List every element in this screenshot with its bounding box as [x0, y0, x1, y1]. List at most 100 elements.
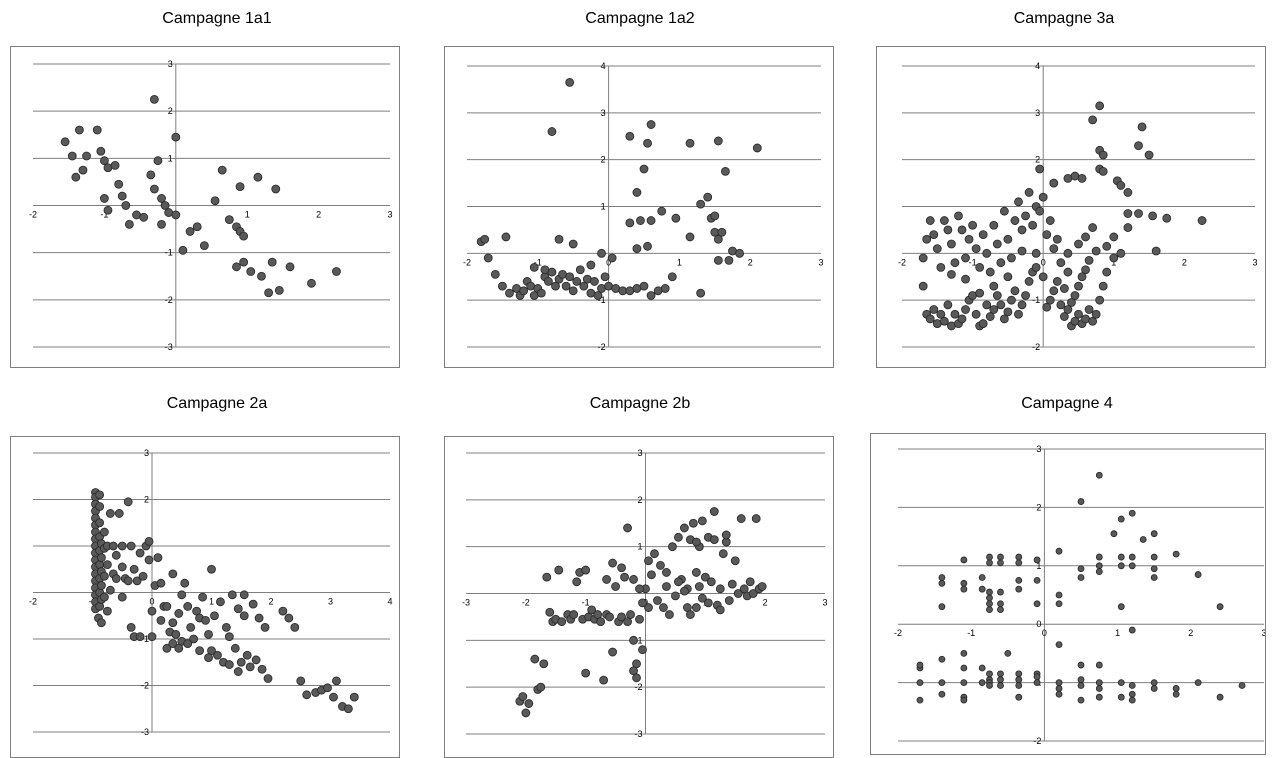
x-tick-label: -2 [898, 257, 906, 267]
data-point [1004, 308, 1012, 316]
data-point [1124, 224, 1132, 232]
data-point [1151, 531, 1157, 537]
data-point [96, 491, 104, 499]
y-tick-label: -2 [634, 682, 642, 692]
data-point [668, 543, 676, 551]
data-point [140, 213, 148, 221]
data-point [172, 630, 180, 638]
data-point [997, 301, 1005, 309]
data-point [917, 697, 923, 703]
data-point [1029, 221, 1037, 229]
x-tick-label: 3 [328, 597, 333, 607]
data-point [636, 615, 644, 623]
data-point [498, 282, 506, 290]
data-point [961, 580, 967, 586]
x-tick-label: 1 [677, 257, 682, 267]
x-tick-label: -2 [29, 210, 37, 220]
data-point [158, 220, 166, 228]
data-point [951, 259, 959, 267]
data-point [1111, 531, 1117, 537]
data-point [937, 263, 945, 271]
scatter-plot: -2-101234-3-2-1123 [11, 437, 399, 757]
data-point [537, 683, 545, 691]
chart-title: Campagne 1a1 [8, 10, 426, 28]
data-point [1089, 116, 1097, 124]
data-point [145, 537, 153, 545]
data-point [1034, 577, 1040, 583]
data-point [1075, 282, 1083, 290]
data-point [644, 557, 652, 565]
y-tick-label: 3 [1036, 444, 1041, 454]
x-tick-label: -3 [462, 598, 470, 608]
data-point [639, 646, 647, 654]
data-point [986, 268, 994, 276]
data-point [1022, 291, 1030, 299]
data-point [721, 167, 729, 175]
data-point [1096, 563, 1102, 569]
data-point [627, 611, 635, 619]
x-tick-label: 2 [268, 597, 273, 607]
data-point [136, 549, 144, 557]
data-point [1151, 680, 1157, 686]
scatter-plot: -2-10123-2-11234 [877, 47, 1265, 367]
data-point [211, 197, 219, 205]
data-point [83, 152, 91, 160]
data-point [987, 560, 993, 566]
plot-frame: -2-10123-2-11234 [876, 46, 1266, 368]
data-point [1016, 671, 1022, 677]
data-point [962, 306, 970, 314]
data-point [1117, 181, 1125, 189]
data-point [1025, 277, 1033, 285]
data-point [163, 602, 171, 610]
data-point [962, 254, 970, 262]
data-point [752, 515, 760, 523]
y-tick-label: -1 [1032, 295, 1040, 305]
data-point [710, 508, 718, 516]
y-tick-label: 3 [637, 448, 642, 458]
data-point [502, 233, 510, 241]
data-point [150, 185, 158, 193]
data-point [548, 128, 556, 136]
data-point [1117, 249, 1125, 257]
data-point [1173, 551, 1179, 557]
data-point [297, 677, 305, 685]
data-point [519, 693, 527, 701]
data-point [674, 533, 682, 541]
data-point [671, 592, 679, 600]
data-point [202, 616, 210, 624]
data-point [598, 249, 606, 257]
data-point [951, 310, 959, 318]
data-point [112, 575, 120, 583]
data-point [933, 245, 941, 253]
y-tick-label: 3 [1035, 108, 1040, 118]
data-point [145, 556, 153, 564]
y-tick-label: 2 [144, 495, 149, 505]
data-point [621, 573, 629, 581]
data-point [157, 579, 165, 587]
data-point [558, 618, 566, 626]
data-point [240, 258, 248, 266]
data-point [130, 565, 138, 573]
data-point [484, 254, 492, 262]
y-tick-label: -3 [634, 729, 642, 739]
data-point [976, 263, 984, 271]
x-tick-label: 1 [245, 210, 250, 220]
y-tick-label: 2 [601, 155, 606, 165]
data-point [983, 301, 991, 309]
data-point [264, 675, 272, 683]
data-point [997, 601, 1003, 607]
x-tick-label: 0 [1041, 257, 1046, 267]
y-tick-label: 4 [601, 61, 606, 71]
data-point [710, 536, 718, 544]
data-point [255, 614, 263, 622]
data-point [246, 663, 254, 671]
y-tick-label: 0 [1036, 619, 1041, 629]
data-point [329, 693, 337, 701]
data-point [997, 560, 1003, 566]
data-point [944, 301, 952, 309]
data-point [674, 578, 682, 586]
data-point [636, 585, 644, 593]
data-point [258, 665, 266, 673]
